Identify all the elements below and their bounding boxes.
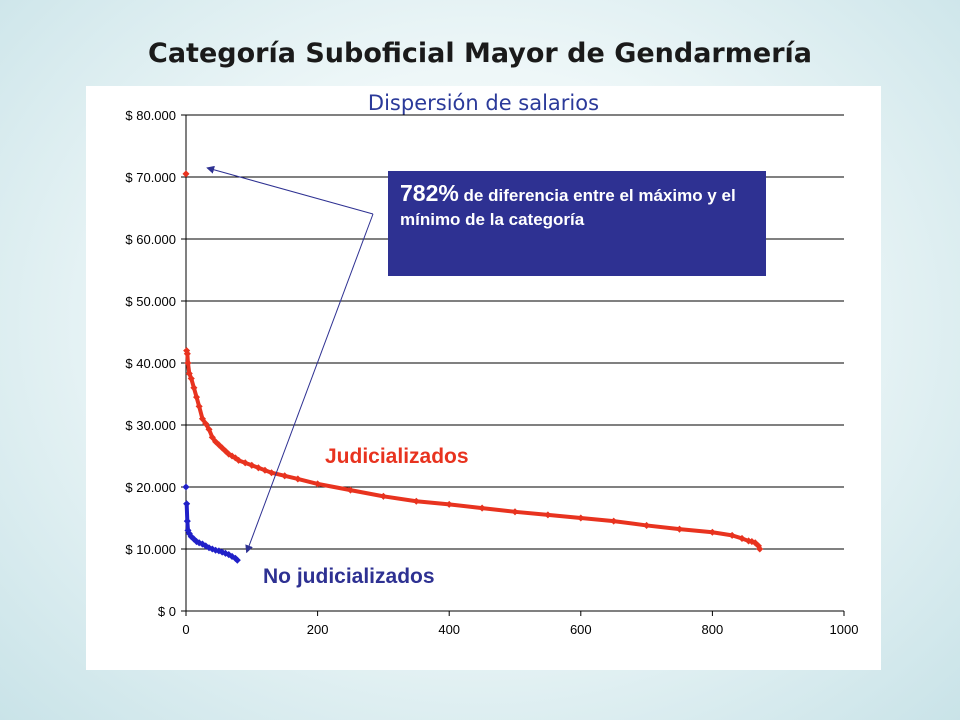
difference-callout: 782% de diferencia entre el máximo y el …	[388, 171, 766, 276]
data-point	[756, 545, 764, 553]
data-point	[183, 500, 191, 508]
series-label-no-judicializados: No judicializados	[263, 565, 435, 588]
data-point	[511, 508, 519, 516]
data-point	[478, 504, 486, 512]
tick-label-y: $ 30.000	[125, 418, 176, 433]
data-point	[202, 420, 210, 428]
data-point	[281, 472, 289, 480]
annotation-arrow	[206, 165, 374, 215]
series-1	[182, 483, 241, 564]
data-point	[379, 492, 387, 500]
tick-label-x: 800	[702, 622, 724, 637]
scatter-chart: $ 0 $ 10.000 $ 20.000 $ 30.000 $ 40.000 $ 50.…	[125, 108, 858, 637]
series-label-judicializados: Judicializados	[325, 445, 469, 468]
data-point	[235, 456, 243, 464]
data-point	[187, 374, 195, 383]
data-point	[294, 475, 302, 483]
data-point	[192, 393, 201, 401]
data-point	[248, 461, 256, 469]
data-point	[445, 500, 453, 508]
data-point	[643, 521, 651, 529]
data-point	[708, 528, 716, 536]
annotation-arrows	[206, 165, 374, 554]
series-line-0	[184, 348, 762, 551]
data-point	[190, 384, 198, 392]
data-point	[314, 480, 322, 488]
data-point	[610, 517, 618, 525]
data-point	[182, 483, 190, 491]
data-point	[254, 464, 262, 472]
data-point	[261, 466, 269, 474]
tick-label-y: $ 10.000	[125, 542, 176, 557]
tick-label-x: 1000	[830, 622, 859, 637]
tick-label-y: $ 80.000	[125, 108, 176, 123]
data-point	[195, 402, 203, 410]
series-0	[182, 170, 764, 553]
chart-title: Dispersión de salarios	[367, 91, 600, 115]
data-point	[675, 525, 684, 533]
data-point	[198, 415, 206, 423]
tick-label-x: 600	[570, 622, 592, 637]
callout-percentage: 782%	[400, 180, 459, 206]
data-point	[728, 531, 736, 539]
data-point	[241, 459, 249, 467]
data-point	[738, 534, 746, 542]
slide-title: Categoría Suboficial Mayor de Gendarmerí…	[148, 38, 812, 69]
tick-label-y: $ 0	[158, 604, 176, 619]
tick-labels: $ 0 $ 10.000 $ 20.000 $ 30.000 $ 40.000 $ 50.…	[125, 108, 858, 637]
tick-label-x: 400	[438, 622, 460, 637]
tick-label-y: $ 60.000	[125, 232, 176, 247]
data-point	[544, 511, 552, 519]
callout-text: de diferencia entre el máximo y el mínim…	[400, 186, 736, 229]
data-point	[577, 514, 585, 522]
tick-label-x: 0	[182, 622, 189, 637]
tick-label-y: $ 40.000	[125, 356, 176, 371]
data-point	[412, 497, 420, 505]
data-point	[182, 170, 190, 178]
data-point	[268, 469, 276, 477]
tick-label-y: $ 50.000	[125, 294, 176, 309]
data-point	[183, 350, 191, 358]
data-point	[205, 425, 213, 433]
annotation-arrow	[245, 213, 374, 554]
data-point	[346, 486, 355, 494]
tick-label-y: $ 20.000	[125, 480, 176, 495]
data-point	[183, 517, 191, 525]
data-series	[182, 170, 764, 564]
tick-label-x: 200	[307, 622, 329, 637]
data-point	[184, 359, 192, 367]
data-point	[208, 433, 216, 441]
tick-label-y: $ 70.000	[125, 170, 176, 185]
